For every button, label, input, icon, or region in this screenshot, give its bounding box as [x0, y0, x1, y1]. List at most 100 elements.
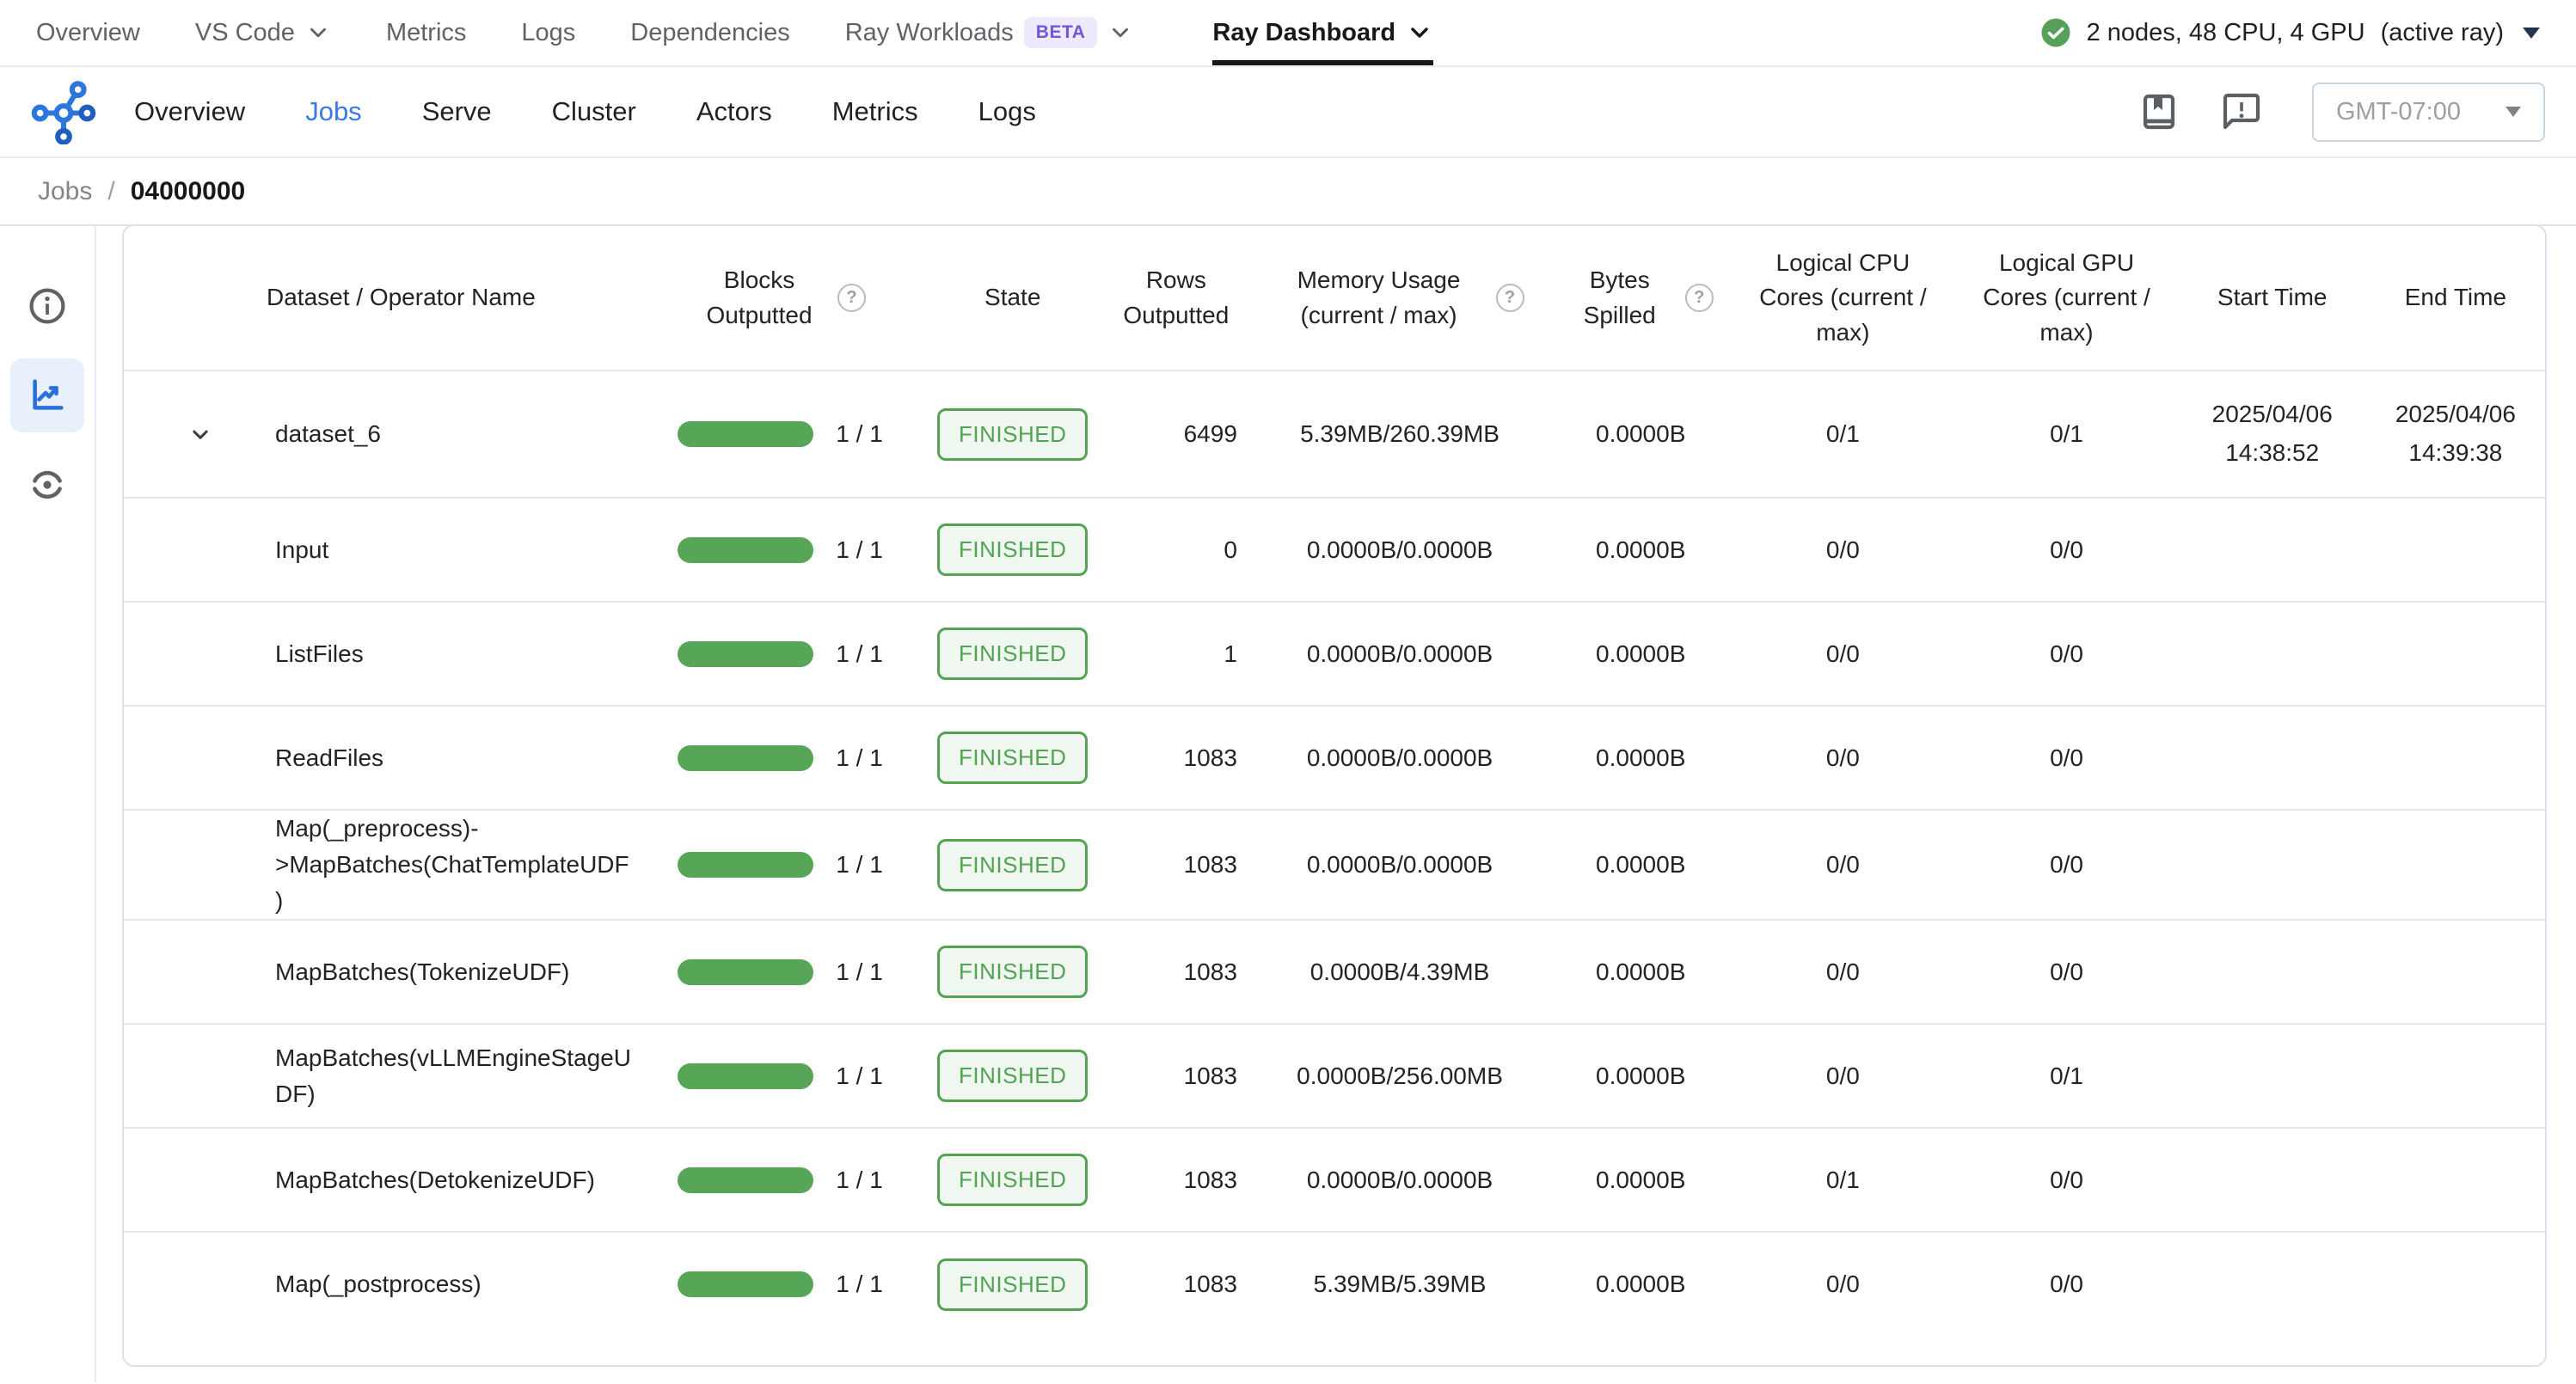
breadcrumb-jobs-link[interactable]: Jobs [38, 176, 93, 205]
chevron-down-icon [310, 28, 326, 38]
tab-cluster[interactable]: Cluster [551, 96, 636, 126]
timezone-select[interactable]: GMT-07:00 [2311, 82, 2545, 142]
topbar-metrics-label: Metrics [385, 18, 467, 46]
tab-overview[interactable]: Overview [134, 96, 246, 126]
dataset-operators-table: Dataset / Operator Name Blocks Outputted… [124, 226, 2545, 1336]
rows-outputted: 1083 [1183, 851, 1237, 878]
topbar-ray-workloads-label: Ray Workloads [844, 18, 1014, 46]
rows-outputted: 6499 [1183, 420, 1237, 447]
operator-name: dataset_6 [275, 420, 381, 447]
table-row: Input 1 / 1 FINISHED 0 0.0000B/0.0000B 0… [124, 498, 2545, 602]
bytes-spilled: 0.0000B [1596, 1062, 1686, 1089]
cpu-cores: 0/0 [1825, 1062, 1860, 1089]
end-time [2366, 920, 2545, 1024]
dashboard-navbar: Overview Jobs Serve Cluster Actors Metri… [0, 67, 2576, 158]
help-icon[interactable]: ? [837, 284, 867, 312]
tab-logs[interactable]: Logs [978, 96, 1036, 126]
topbar-item-logs[interactable]: Logs [521, 0, 575, 65]
col-header-blocks: Blocks Outputted ? [638, 226, 922, 370]
operator-name: MapBatches(TokenizeUDF) [275, 958, 570, 985]
col-header-spilled: Bytes Spilled ? [1550, 226, 1731, 370]
bytes-spilled: 0.0000B [1596, 420, 1686, 447]
help-icon[interactable]: ? [1684, 284, 1714, 312]
operator-name: MapBatches(vLLMEngineStageUDF) [275, 1044, 632, 1107]
dataset-operators-card: Dataset / Operator Name Blocks Outputted… [122, 224, 2547, 1367]
gpu-cores: 0/0 [2050, 1166, 2083, 1193]
utility-topbar: Overview VS Code Metrics Logs Dependenci… [0, 0, 2576, 67]
breadcrumb: Jobs / 04000000 [0, 158, 2576, 226]
docs-book-icon[interactable] [2138, 91, 2180, 132]
progress-bar [678, 421, 814, 447]
topbar-item-metrics[interactable]: Metrics [386, 0, 466, 65]
tab-jobs[interactable]: Jobs [305, 96, 362, 126]
operator-name: Input [275, 536, 329, 563]
sidebar-item-tasks[interactable] [10, 448, 84, 522]
rows-outputted: 1083 [1183, 1062, 1237, 1089]
blocks-count: 1 / 1 [836, 1062, 883, 1089]
gpu-cores: 0/1 [2050, 420, 2083, 447]
cluster-mode-text: (active ray) [2380, 18, 2504, 46]
blocks-count: 1 / 1 [836, 640, 883, 667]
start-time [2179, 1128, 2366, 1232]
topbar-item-vscode[interactable]: VS Code [195, 0, 331, 65]
col-header-memory: Memory Usage (current / max) ? [1249, 226, 1550, 370]
progress-bar [678, 536, 814, 563]
table-row: MapBatches(DetokenizeUDF) 1 / 1 FINISHED… [124, 1128, 2545, 1232]
tab-serve[interactable]: Serve [421, 96, 492, 126]
rows-outputted: 1 [1224, 640, 1237, 667]
gpu-cores: 0/0 [2050, 640, 2083, 667]
cluster-status-dropdown[interactable]: 2 nodes, 48 CPU, 4 GPU (active ray) [2040, 0, 2540, 65]
table-row: Map(_postprocess) 1 / 1 FINISHED 1083 5.… [124, 1232, 2545, 1336]
tab-actors[interactable]: Actors [696, 96, 772, 126]
topbar-logs-label: Logs [521, 18, 576, 46]
status-badge: FINISHED [937, 1154, 1089, 1206]
bytes-spilled: 0.0000B [1596, 1166, 1686, 1193]
dropdown-arrow-icon [2523, 27, 2540, 39]
sidebar-item-info[interactable] [10, 269, 84, 343]
topbar-vscode-label: VS Code [194, 18, 295, 46]
blocks-count: 1 / 1 [836, 420, 883, 447]
table-row: Map(_preprocess)->MapBatches(ChatTemplat… [124, 810, 2545, 920]
memory-usage: 0.0000B/0.0000B [1306, 744, 1493, 771]
topbar-dependencies-label: Dependencies [630, 18, 790, 46]
tab-metrics[interactable]: Metrics [831, 96, 918, 126]
target-icon [33, 470, 62, 499]
status-badge: FINISHED [937, 946, 1089, 998]
status-badge: FINISHED [937, 732, 1089, 784]
rows-outputted: 0 [1224, 536, 1237, 563]
col-header-end-time: End Time [2404, 284, 2507, 311]
topbar-item-dependencies[interactable]: Dependencies [630, 0, 789, 65]
cpu-cores: 0/0 [1825, 851, 1860, 878]
col-header-start-time: Start Time [2217, 284, 2328, 311]
progress-bar [678, 1062, 814, 1089]
table-row: MapBatches(vLLMEngineStageUDF) 1 / 1 FIN… [124, 1024, 2545, 1128]
table-header-row: Dataset / Operator Name Blocks Outputted… [124, 226, 2545, 370]
help-icon[interactable]: ? [1495, 284, 1524, 312]
status-badge: FINISHED [937, 1050, 1089, 1102]
topbar-item-ray-workloads[interactable]: Ray Workloads BETA [845, 0, 1134, 65]
operator-name: Map(_postprocess) [275, 1271, 481, 1297]
expand-row-button[interactable] [186, 419, 275, 449]
cpu-cores: 0/0 [1825, 640, 1860, 667]
breadcrumb-separator: / [107, 176, 115, 205]
start-time [2179, 498, 2366, 602]
feedback-icon[interactable] [2221, 91, 2262, 132]
operator-name: ListFiles [275, 640, 364, 667]
memory-usage: 0.0000B/4.39MB [1309, 958, 1490, 985]
rows-outputted: 1083 [1183, 1166, 1237, 1193]
table-row: ListFiles 1 / 1 FINISHED 1 0.0000B/0.000… [124, 602, 2545, 706]
gpu-cores: 0/1 [2050, 1062, 2083, 1089]
gpu-cores: 0/0 [2050, 851, 2083, 878]
info-icon [29, 288, 65, 324]
memory-usage: 0.0000B/0.0000B [1306, 640, 1493, 667]
table-row: ReadFiles 1 / 1 FINISHED 1083 0.0000B/0.… [124, 706, 2545, 810]
bytes-spilled: 0.0000B [1596, 1271, 1686, 1297]
start-time [2179, 810, 2366, 920]
end-time [2366, 810, 2545, 920]
blocks-count: 1 / 1 [836, 536, 883, 563]
table-row: dataset_6 1 / 1 FINISHED 6499 5.39MB/260… [124, 370, 2545, 498]
cpu-cores: 0/0 [1825, 744, 1860, 771]
sidebar-item-charts[interactable] [10, 358, 84, 432]
topbar-tab-ray-dashboard[interactable]: Ray Dashboard [1212, 0, 1434, 65]
topbar-item-overview[interactable]: Overview [36, 0, 140, 65]
